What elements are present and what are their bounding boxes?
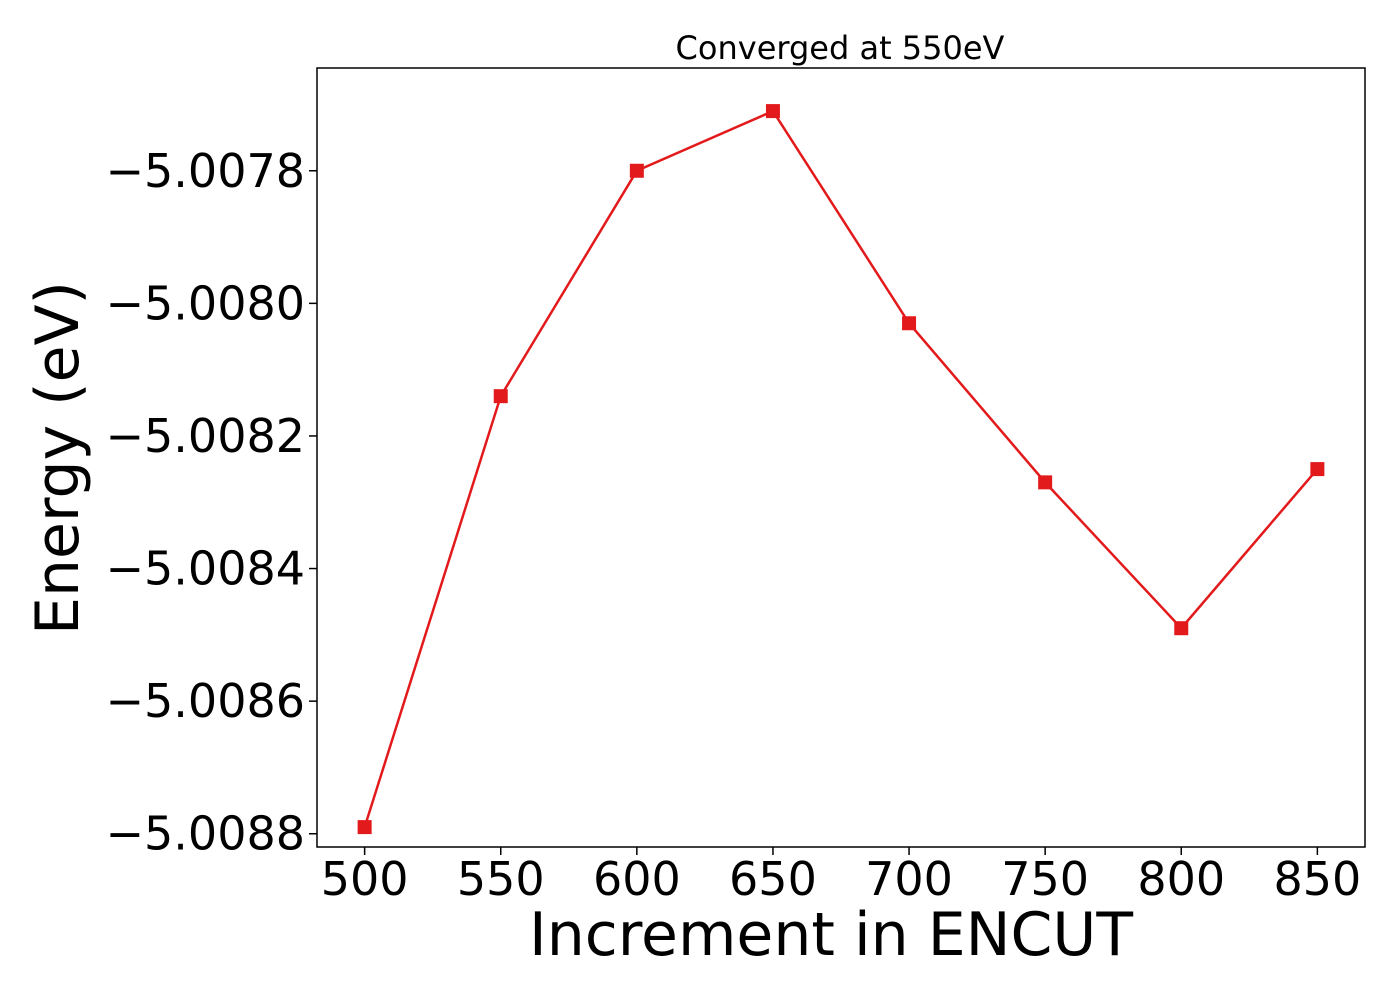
data-point-marker xyxy=(629,163,644,178)
y-tick-label: −5.0082 xyxy=(106,409,306,463)
x-tick-label: 750 xyxy=(1001,852,1089,906)
data-point-marker xyxy=(765,104,780,119)
y-tick-label: −5.0088 xyxy=(106,807,306,861)
y-tick-label: −5.0078 xyxy=(106,144,306,198)
y-axis-label: Energy (eV) xyxy=(23,281,93,635)
x-tick-label: 650 xyxy=(729,852,817,906)
data-point-marker xyxy=(902,316,917,331)
y-tick-label: −5.0084 xyxy=(106,542,306,596)
x-tick-label: 700 xyxy=(865,852,953,906)
data-point-marker xyxy=(1038,475,1053,490)
plot-frame xyxy=(316,67,1366,848)
x-tick-label: 550 xyxy=(457,852,545,906)
chart-title: Converged at 550eV xyxy=(676,29,1005,67)
y-tick-label: −5.0080 xyxy=(106,276,306,330)
data-point-marker xyxy=(493,389,508,404)
x-tick-label: 500 xyxy=(321,852,409,906)
x-tick-label: 850 xyxy=(1273,852,1361,906)
x-axis-label: Increment in ENCUT xyxy=(529,900,1133,970)
x-tick-label: 800 xyxy=(1137,852,1225,906)
y-axis: −5.0078 −5.0080 −5.0082 −5.0084 −5.0086 −5.00… xyxy=(106,144,317,861)
y-tick-label: −5.0086 xyxy=(106,674,306,728)
data-point-marker xyxy=(1174,621,1189,636)
series-layer xyxy=(357,104,1325,835)
data-point-marker xyxy=(1310,462,1325,477)
x-tick-label: 600 xyxy=(593,852,681,906)
data-point-marker xyxy=(357,820,372,835)
x-axis: 500 550 600 650 700 750 800 850 xyxy=(321,847,1361,906)
series-line xyxy=(363,109,1319,828)
